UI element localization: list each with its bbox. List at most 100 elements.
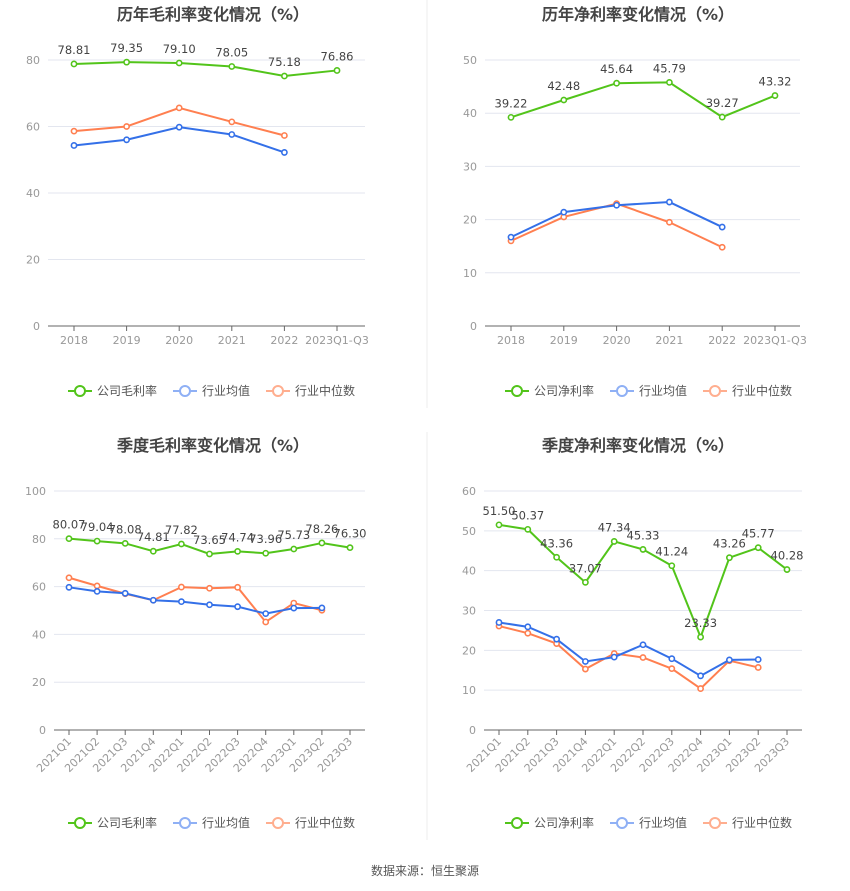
data-label: 23.33 — [684, 616, 717, 630]
data-point-company — [65, 535, 73, 543]
data-point-median — [754, 664, 762, 671]
data-point-avg — [70, 142, 78, 149]
data-point-median — [582, 665, 589, 673]
y-tick-label: 0 — [469, 724, 476, 737]
legend-circle-icon — [616, 817, 628, 829]
data-point-avg — [121, 589, 129, 597]
data-label: 73.96 — [249, 532, 282, 546]
data-point-avg — [290, 604, 298, 612]
legend-label: 行业中位数 — [732, 815, 792, 830]
data-point-company — [234, 547, 241, 555]
x-tick-label: 2023Q1-Q3 — [743, 334, 807, 347]
series-line-median — [68, 576, 323, 624]
data-point-avg — [234, 603, 241, 611]
data-point-company — [262, 549, 270, 557]
data-point-avg — [610, 653, 618, 661]
series-line-company — [73, 61, 338, 78]
y-tick-label: 40 — [32, 628, 46, 641]
y-tick-label: 100 — [25, 485, 46, 498]
legend-label: 行业均值 — [639, 815, 687, 830]
data-source: 数据来源：恒生聚源 — [371, 863, 479, 878]
data-point-avg — [613, 201, 620, 209]
data-point-avg — [697, 672, 704, 680]
legend-circle-icon — [511, 817, 523, 829]
data-point-company — [718, 113, 726, 121]
y-tick-label: 40 — [463, 107, 477, 120]
data-point-avg — [262, 610, 270, 618]
legend-circle-icon — [74, 817, 86, 829]
data-label: 47.34 — [598, 520, 631, 534]
data-point-company — [726, 554, 733, 562]
data-point-median — [70, 127, 78, 135]
legend-item-avg[interactable]: 行业均值 — [173, 383, 250, 398]
data-label: 78.81 — [58, 43, 91, 57]
y-tick-label: 40 — [462, 565, 476, 578]
data-point-company — [582, 578, 589, 586]
data-point-avg — [149, 596, 157, 604]
series-line-median — [498, 625, 759, 690]
x-tick-label: 2019 — [113, 334, 141, 347]
legend-item-median[interactable]: 行业中位数 — [266, 815, 355, 830]
data-label: 37.07 — [569, 561, 602, 575]
data-label: 43.32 — [759, 75, 792, 89]
legend-label: 公司毛利率 — [97, 383, 157, 398]
data-point-company — [175, 59, 183, 67]
series-line-company — [510, 81, 776, 119]
x-tick-label: 2022 — [270, 334, 298, 347]
series-line-avg — [73, 126, 285, 154]
data-point-company — [177, 540, 185, 548]
x-tick-label: 2021 — [218, 334, 246, 347]
data-point-company — [668, 562, 676, 570]
data-point-median — [123, 123, 130, 130]
legend-item-avg[interactable]: 行业均值 — [610, 815, 687, 830]
data-point-avg — [754, 656, 762, 663]
y-tick-label: 50 — [462, 525, 476, 538]
data-label: 75.73 — [277, 528, 310, 542]
legend-item-company[interactable]: 公司净利率 — [505, 383, 594, 398]
data-point-company — [610, 538, 618, 545]
data-point-company — [495, 521, 503, 529]
data-label: 43.26 — [713, 537, 746, 551]
x-tick-label: 2020 — [603, 334, 631, 347]
data-label: 74.81 — [137, 530, 170, 544]
y-tick-label: 40 — [26, 187, 40, 200]
data-label: 39.27 — [706, 96, 739, 110]
x-tick-label: 2018 — [497, 334, 525, 347]
y-tick-label: 30 — [462, 605, 476, 618]
legend-item-avg[interactable]: 行业均值 — [173, 815, 250, 830]
data-point-company — [771, 92, 779, 99]
data-point-median — [177, 583, 185, 591]
legend-item-median[interactable]: 行业中位数 — [266, 383, 355, 398]
legend-item-avg[interactable]: 行业均值 — [610, 383, 687, 398]
data-label: 45.64 — [600, 62, 633, 76]
data-label: 39.22 — [495, 96, 528, 110]
legend-label: 行业均值 — [202, 815, 250, 830]
chart-panel-2: 历年净利率变化情况（%） 0 10 20 30 40 50 2018 2019 2020 2021 2… — [463, 5, 807, 398]
data-point-avg — [495, 619, 503, 626]
y-tick-label: 20 — [462, 644, 476, 657]
legend-item-median[interactable]: 行业中位数 — [703, 815, 792, 830]
data-point-avg — [123, 136, 130, 144]
legend-item-median[interactable]: 行业中位数 — [703, 383, 792, 398]
data-point-avg — [280, 149, 288, 156]
series-line-avg — [68, 586, 322, 615]
data-point-median — [175, 104, 183, 112]
data-label: 45.77 — [742, 527, 775, 541]
chart-panel-3: 季度毛利率变化情况（%）0204060801002021Q12021Q22021… — [25, 436, 366, 830]
chart-title: 季度净利率变化情况（%） — [541, 436, 734, 455]
y-tick-label: 0 — [470, 320, 477, 333]
data-point-company — [507, 113, 515, 121]
data-point-company — [121, 539, 129, 547]
data-point-median — [280, 132, 288, 139]
data-label: 80.07 — [53, 518, 86, 532]
y-tick-label: 60 — [32, 581, 46, 594]
y-tick-label: 20 — [26, 254, 40, 267]
legend-item-company[interactable]: 公司净利率 — [505, 815, 594, 830]
legend-label: 公司净利率 — [534, 815, 594, 830]
legend-item-company[interactable]: 公司毛利率 — [68, 815, 157, 830]
data-point-avg — [718, 223, 726, 231]
legend-item-company[interactable]: 公司毛利率 — [68, 383, 157, 398]
data-point-median — [666, 218, 673, 226]
data-point-avg — [93, 587, 101, 595]
data-point-company — [318, 539, 326, 547]
